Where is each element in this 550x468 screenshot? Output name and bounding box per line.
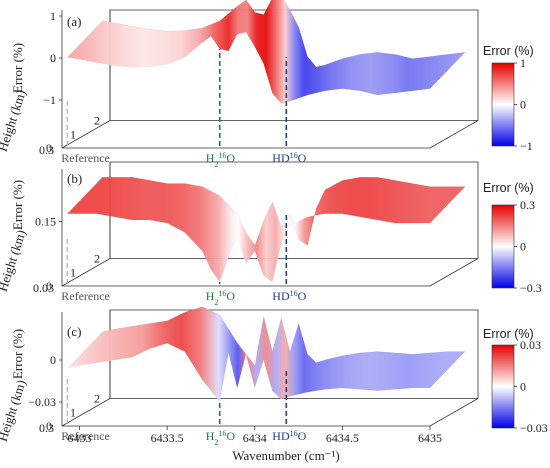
panel-a-colorbar-title: Error (%) xyxy=(483,44,534,58)
panel-c-surface xyxy=(67,306,466,402)
panel-b-y-tick-label: 0 xyxy=(46,279,52,293)
panel-a-y-max-label: 0.3 xyxy=(39,143,54,157)
panel-a-z-tick-label: −1 xyxy=(43,93,56,107)
panel-c-y-tick-label: 2 xyxy=(94,392,100,406)
panel-c: (c) Error (%) Height (km) Error (%) Wave… xyxy=(0,306,548,463)
panel-b-marker-label: HD16O xyxy=(272,289,306,304)
panel-b-marker-label: H216O xyxy=(206,289,236,307)
panel-a-y-tick-label: 0 xyxy=(46,141,52,155)
panel-b-colorbar-tick-label: −0.3 xyxy=(520,281,542,295)
panel-a-y-tick-label: 1 xyxy=(70,127,76,141)
panel-b-ylabel: Height (km) xyxy=(0,228,29,293)
panel-a-colorbar-tick-label: 0 xyxy=(520,98,526,112)
panel-a-z-tick-label: 1 xyxy=(50,9,56,23)
panel-c-surface-ridge xyxy=(102,306,466,367)
panel-c-label: (c) xyxy=(67,324,81,339)
panel-c-z-tick-label: −0.03 xyxy=(28,395,56,409)
x-axis-label: Wavenumber (cm⁻¹) xyxy=(232,448,340,463)
panel-c-floor-edge xyxy=(62,398,479,427)
panel-b-label: (b) xyxy=(67,171,82,186)
panel-c-x-tick-label: 6433 xyxy=(68,431,92,445)
panel-a-marker-label: H216O xyxy=(206,151,236,169)
panel-c-colorbar-tick-label: 0.03 xyxy=(520,338,541,352)
panel-c-y-max-label: 0.3 xyxy=(39,421,54,435)
panel-c-x-tick-label: 6434.5 xyxy=(326,431,359,445)
panel-c-y-tick-label: 1 xyxy=(70,405,76,419)
panel-b-marker-label: Reference xyxy=(61,289,110,303)
panel-a-marker-label: HD16O xyxy=(272,151,306,166)
panel-c-marker-label: Reference xyxy=(61,429,110,443)
panel-a-ylabel: Height (km) xyxy=(0,88,29,153)
panel-b-y-tick-label: 1 xyxy=(70,265,76,279)
panel-c-colorbar xyxy=(491,344,515,429)
panel-b-y-tick-label: 2 xyxy=(94,252,100,266)
panel-c-zlabel: Error (%) xyxy=(10,329,25,379)
panel-a-zlabel: Error (%) xyxy=(10,43,25,93)
panel-b-floor-edge xyxy=(62,258,479,287)
panel-c-ylabel: Height (km) xyxy=(0,378,29,443)
panel-a-colorbar-tick-label: −1 xyxy=(520,139,533,153)
panel-c-z-tick-label: 0 xyxy=(50,353,56,367)
panel-b-colorbar-tick-label: 0 xyxy=(520,240,526,254)
panel-b-zlabel: Error (%) xyxy=(10,180,25,230)
panel-c-y-tick-label: 0 xyxy=(46,419,52,433)
panel-b-z-tick-label: 0.15 xyxy=(35,215,56,229)
panel-b-colorbar-title: Error (%) xyxy=(483,181,534,195)
panel-a-label: (a) xyxy=(67,14,81,29)
panel-b-colorbar xyxy=(491,204,515,289)
panel-a-z-tick-label: 0 xyxy=(50,51,56,65)
panel-a-colorbar-tick-label: 1 xyxy=(520,56,526,70)
panel-c-colorbar-tick-label: 0 xyxy=(520,380,526,394)
panel-b-colorbar-tick-label: 0.3 xyxy=(520,198,535,212)
panel-c-colorbar-title: Error (%) xyxy=(483,327,534,341)
panel-c-x-tick-label: 6433.5 xyxy=(151,431,184,445)
panel-c-x-tick-label: 6434 xyxy=(243,431,267,445)
panel-a-y-tick-label: 2 xyxy=(94,114,100,128)
panel-c-x-tick-label: 6435 xyxy=(418,431,442,445)
panel-b-surface xyxy=(67,177,466,282)
panel-a-surface-ridge xyxy=(102,0,466,68)
panel-a-colorbar xyxy=(491,62,515,147)
panel-a-surface xyxy=(67,0,466,104)
panel-b: (b) Error (%) Height (km) Error (%) 0.15… xyxy=(0,161,542,307)
panel-c-colorbar-tick-label: −0.03 xyxy=(520,421,548,435)
panel-c-marker-label: HD16O xyxy=(272,429,306,444)
panel-a: (a) Error (%) Height (km) Error (%) 1 0 −1… xyxy=(0,0,534,169)
panel-c-marker-label: H216O xyxy=(206,429,236,447)
panel-a-marker-label: Reference xyxy=(61,151,110,165)
panel-b-y-max-label: 0.03 xyxy=(33,281,54,295)
panel-b-surface-ridge xyxy=(102,177,466,247)
panel-a-floor-edge xyxy=(62,120,479,149)
